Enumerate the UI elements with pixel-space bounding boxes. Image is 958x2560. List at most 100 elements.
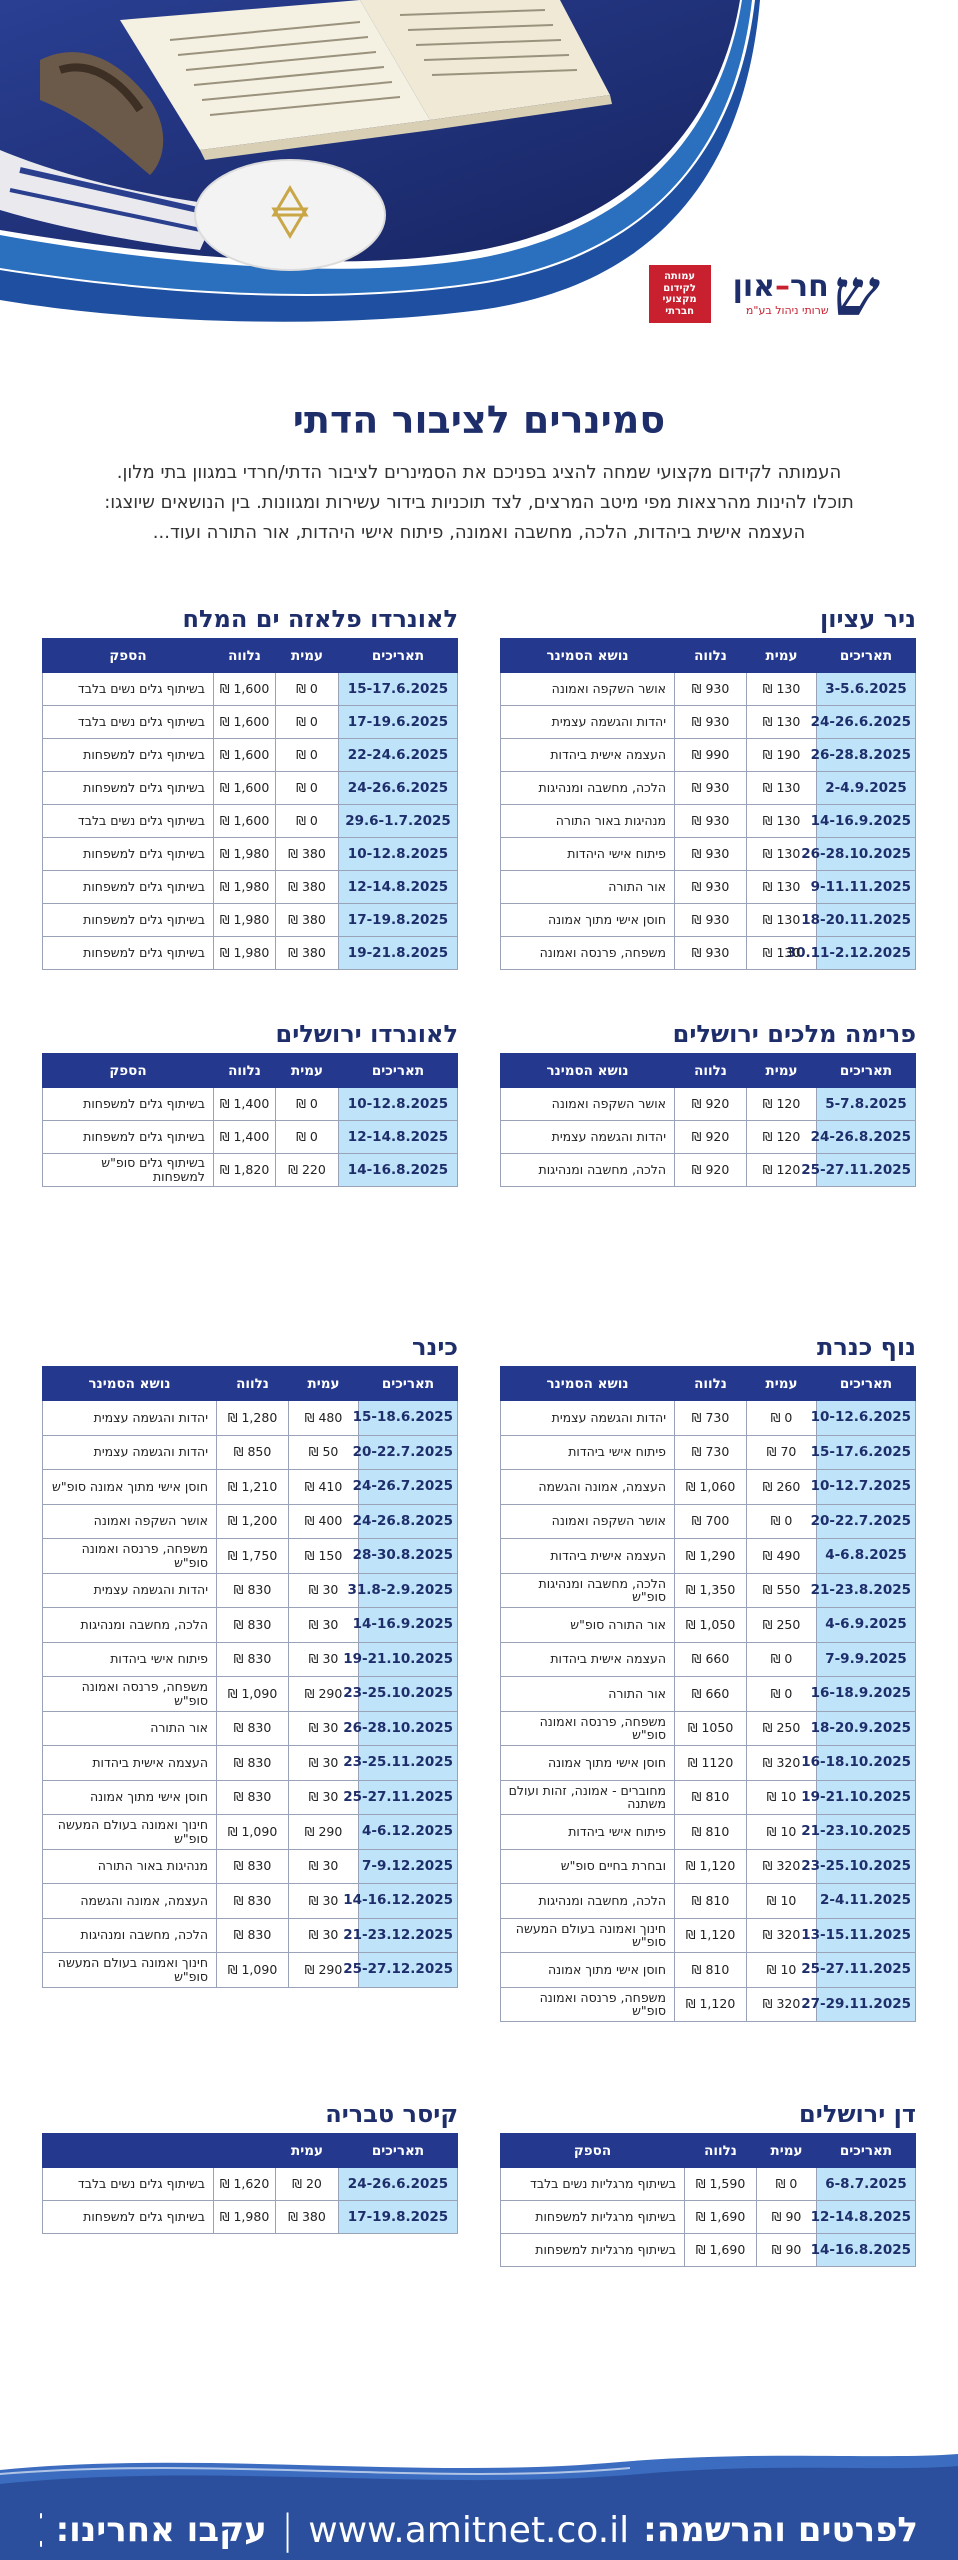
cell-companion: 1,980 ₪ <box>213 837 276 871</box>
cell-companion: 1,120 ₪ <box>674 1986 747 2022</box>
cell-date: 14-16.8.2025 <box>811 2233 916 2267</box>
section-title: לאונרדו ירושלים <box>275 1020 458 1048</box>
cell-date: 7-9.9.2025 <box>816 1641 916 1677</box>
cell-subject: פיתוח אישי ביהדות <box>42 1641 217 1677</box>
cell-date: 24-26.8.2025 <box>353 1503 458 1539</box>
cell-subject: משפחה, פרנסה ואמונה סופ"ש <box>42 1538 217 1574</box>
table-row: 26-28.10.2025 30 ₪ 830 ₪ אור התורה <box>42 1710 458 1746</box>
logo-name-dash: – <box>775 268 791 304</box>
cell-amit: 120 ₪ <box>746 1120 817 1154</box>
cell-date: 10-12.8.2025 <box>338 1087 458 1121</box>
cell-amit: 50 ₪ <box>288 1434 359 1470</box>
cell-companion: 1,090 ₪ <box>216 1952 289 1988</box>
cell-date: 19-21.10.2025 <box>343 1641 458 1677</box>
cell-subject: משפחה, פרנסה ואמונה סופ"ש <box>500 1986 675 2022</box>
cell-date: 23-25.10.2025 <box>343 1676 458 1712</box>
cell-companion: 1,280 ₪ <box>216 1400 289 1436</box>
cell-subject: יהדות והגשמה עצמית <box>42 1400 217 1436</box>
table-header-row: תאריכים עמית נלווה נושא הסמינר <box>500 638 916 673</box>
cell-companion: 1,400 ₪ <box>213 1087 276 1121</box>
table-header-row: תאריכים עמית נלווה הספק <box>42 1053 458 1088</box>
cell-companion: 930 ₪ <box>674 870 747 904</box>
col-header-date: תאריכים <box>816 1053 916 1088</box>
cell-date: 31.8-2.9.2025 <box>347 1572 458 1608</box>
section-nof-kinneret: נוף כנרת תאריכים עמית נלווה נושא הסמינר … <box>500 1328 916 2022</box>
table-row: 21-23.10.2025 10 ₪ 810 ₪ פיתוח אישי ביהדות <box>500 1814 916 1850</box>
cell-subject: הלכה, מחשבה ומנהיגות <box>500 771 675 805</box>
section-leonardo-jerusalem: לאונרדו ירושלים תאריכים עמית נלווה הספק … <box>42 1015 458 1187</box>
facebook-icon[interactable]: f <box>40 2513 42 2547</box>
col-header-amit: עמית <box>746 1053 817 1088</box>
cell-supplier: בשיתוף מרגליות נשים בלבד <box>500 2167 685 2201</box>
cell-date: 23-25.10.2025 <box>801 1848 916 1884</box>
cell-date: 16-18.10.2025 <box>801 1745 916 1781</box>
section-title: כינר <box>412 1333 458 1361</box>
cell-subject: חוסן אישי מתוך אמונה <box>500 1745 675 1781</box>
cell-amit: 0 ₪ <box>275 804 339 838</box>
cell-date: 23-25.11.2025 <box>343 1745 458 1781</box>
amit-logo-line: מקצועי <box>662 294 697 305</box>
cell-companion: 830 ₪ <box>216 1710 289 1746</box>
col-header-date: תאריכים <box>338 2133 458 2168</box>
cell-companion: 920 ₪ <box>674 1153 747 1187</box>
table-row: 26-28.10.2025 130 ₪ 930 ₪ פיתוח אישי היהדות <box>500 837 916 871</box>
cell-date: 29.6-1.7.2025 <box>338 804 458 838</box>
cell-amit: 0 ₪ <box>746 1641 817 1677</box>
table-row: 13-15.11.2025 320 ₪ 1,120 ₪ חינוך ואמונה בע… <box>500 1917 916 1953</box>
cell-amit: 90 ₪ <box>756 2200 817 2234</box>
cell-subject: מנהיגות באור התורה <box>500 804 675 838</box>
cell-amit: 0 ₪ <box>746 1400 817 1436</box>
cell-amit: 130 ₪ <box>746 771 817 805</box>
col-header-supplier: הספק <box>42 638 214 673</box>
cell-subject: משפחה, פרנסה ואמונה סופ"ש <box>500 1710 675 1746</box>
intro-line: תוכלו להינות מהרצאות מפי מיטב המרצים, לצ… <box>104 491 854 513</box>
table-row: 7-9.9.2025 0 ₪ 660 ₪ העצמה אישית ביהדות <box>500 1641 916 1677</box>
cell-companion: 1,980 ₪ <box>213 870 276 904</box>
cell-date: 10-12.7.2025 <box>811 1469 916 1505</box>
col-header-amit: עמית <box>275 1053 339 1088</box>
cell-amit: 320 ₪ <box>746 1848 817 1884</box>
logo-name-b: און <box>732 268 776 304</box>
cell-amit: 130 ₪ <box>746 936 817 970</box>
cell-companion: 730 ₪ <box>674 1400 747 1436</box>
table-row: 2-4.9.2025 130 ₪ 930 ₪ הלכה, מחשבה ומנהיגות <box>500 771 916 805</box>
section-dan-jerusalem: דן ירושלים תאריכים עמית נלווה הספק 6-8.7… <box>500 2095 916 2267</box>
col-header-date: תאריכים <box>358 1366 458 1401</box>
cell-date: 12-14.8.2025 <box>811 2200 916 2234</box>
cell-amit: 30 ₪ <box>288 1710 359 1746</box>
har-on-logo-name: חר–און <box>733 271 829 303</box>
col-header-companion: נלווה <box>684 2133 757 2168</box>
section-title: קיסר טבריה <box>325 2100 458 2128</box>
table-row: 22-24.6.2025 0 ₪ 1,600 ₪ בשיתוף גלים למשפחו… <box>42 738 458 772</box>
col-header-subject: נושא הסמינר <box>500 1366 675 1401</box>
cell-supplier: בשיתוף גלים נשים בלבד <box>42 804 214 838</box>
cell-companion: 1,090 ₪ <box>216 1814 289 1850</box>
cell-supplier: בשיתוף גלים למשפחות <box>42 870 214 904</box>
cell-amit: 10 ₪ <box>746 1779 817 1815</box>
table-row: 10-12.8.2025 380 ₪ 1,980 ₪ בשיתוף גלים למשפ… <box>42 837 458 871</box>
intro-line: העצמה אישית ביהדות, הלכה, מחשבה ואמונה, … <box>152 521 806 543</box>
website-link[interactable]: www.amitnet.co.il <box>308 2509 630 2551</box>
cell-companion: 1,820 ₪ <box>213 1153 276 1187</box>
cell-subject: העצמה אישית ביהדות <box>500 738 675 772</box>
cell-companion: 1,210 ₪ <box>216 1469 289 1505</box>
cell-companion: 930 ₪ <box>674 672 747 706</box>
section-title: ניר עציון <box>820 605 916 633</box>
cell-date: 15-17.6.2025 <box>811 1434 916 1470</box>
footer-wave <box>0 2454 958 2560</box>
table-row: 12-14.8.2025 90 ₪ 1,690 ₪ בשיתוף מרגליות למ… <box>500 2200 916 2234</box>
cell-amit: 380 ₪ <box>275 2200 339 2234</box>
table-row: 24-26.8.2025 120 ₪ 920 ₪ יהדות והגשמה עצמית <box>500 1120 916 1154</box>
cell-amit: 30 ₪ <box>288 1641 359 1677</box>
section-title: נוף כנרת <box>817 1333 916 1361</box>
cell-companion: 1,980 ₪ <box>213 903 276 937</box>
table-row: 10-12.7.2025 260 ₪ 1,060 ₪ העצמה, אמונה והג… <box>500 1469 916 1505</box>
table-row: 17-19.8.2025 380 ₪ 1,980 ₪ בשיתוף גלים למשפ… <box>42 2200 458 2234</box>
table-header-row: תאריכים עמית נלווה הספק <box>500 2133 916 2168</box>
cell-amit: 90 ₪ <box>756 2233 817 2267</box>
col-header-subject: נושא הסמינר <box>500 638 675 673</box>
cell-companion: 930 ₪ <box>674 804 747 838</box>
cell-amit: 550 ₪ <box>746 1572 817 1608</box>
cell-amit: 30 ₪ <box>288 1607 359 1643</box>
cell-companion: 930 ₪ <box>674 903 747 937</box>
